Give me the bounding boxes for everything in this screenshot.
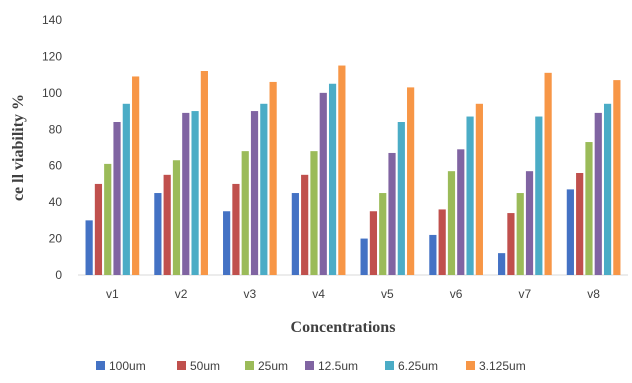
bar [104, 163, 112, 275]
bar [369, 211, 378, 275]
bar [585, 142, 593, 275]
x-tick-label: v1 [106, 287, 119, 301]
legend-swatch [466, 361, 475, 370]
y-tick-label: 0 [55, 268, 62, 282]
bar [232, 183, 240, 275]
x-tick-label: v3 [244, 287, 257, 301]
legend-label: 12.5um [318, 359, 358, 373]
y-axis-ticks: 0 20 40 60 80 100 120 140 [42, 13, 62, 282]
legend-label: 25um [258, 359, 288, 373]
x-axis-title: Concentrations [291, 319, 396, 336]
bar [269, 81, 277, 276]
y-tick-label: 60 [49, 159, 63, 173]
bar [457, 149, 465, 275]
bar [328, 83, 337, 275]
bar [613, 80, 621, 275]
bar [241, 151, 249, 275]
x-tick-label: v7 [519, 287, 532, 301]
bar [163, 174, 171, 275]
bar [172, 160, 181, 275]
bars [85, 65, 621, 276]
legend-label: 6.25um [398, 359, 438, 373]
bar [507, 213, 515, 275]
bar [319, 92, 327, 275]
legend-swatch [305, 361, 314, 370]
x-tick-label: v8 [587, 287, 600, 301]
bar [535, 116, 543, 275]
bar [113, 122, 121, 275]
y-tick-label: 140 [42, 13, 62, 27]
bar [132, 76, 140, 276]
bar [576, 173, 584, 275]
bar [516, 193, 524, 275]
x-tick-label: v6 [450, 287, 463, 301]
y-tick-label: 120 [42, 49, 62, 63]
bar [250, 111, 259, 275]
bar [594, 112, 602, 275]
bar [94, 183, 103, 275]
bar [566, 189, 574, 275]
bar [397, 122, 405, 275]
x-tick-label: v2 [175, 287, 188, 301]
legend-label: 100um [109, 359, 146, 373]
bar [154, 193, 162, 275]
bar [388, 152, 396, 275]
bar [429, 234, 437, 275]
legend-swatch [245, 361, 254, 370]
bar [260, 103, 268, 275]
bar [182, 112, 190, 275]
bar [191, 111, 199, 275]
bar [438, 209, 446, 275]
bar [525, 171, 534, 275]
bar [360, 238, 368, 275]
y-tick-label: 100 [42, 86, 62, 100]
bar [447, 171, 456, 275]
y-axis-title: ce ll viability % [10, 94, 27, 201]
bar [475, 103, 483, 275]
x-tick-label: v5 [381, 287, 394, 301]
legend-swatch [385, 361, 394, 370]
x-axis-ticks: v1 v2 v3 v4 v5 v6 v7 v8 [106, 287, 600, 301]
bar [544, 72, 552, 275]
bar [379, 193, 387, 275]
legend-swatch [177, 361, 186, 370]
bar [407, 87, 415, 275]
y-tick-label: 80 [49, 122, 63, 136]
bar [122, 103, 130, 275]
bar [200, 71, 208, 275]
legend: 100um 50um 25um 12.5um 6.25um 3.125um [96, 359, 526, 373]
bar [338, 65, 346, 275]
bar [291, 193, 299, 275]
bar [223, 211, 231, 275]
legend-swatch [96, 361, 105, 370]
legend-label: 50um [190, 359, 220, 373]
legend-label: 3.125um [479, 359, 526, 373]
y-tick-label: 40 [49, 195, 63, 209]
bar [603, 103, 612, 275]
y-tick-label: 20 [49, 232, 63, 246]
bar [85, 220, 93, 275]
bar [301, 174, 309, 275]
bar [466, 116, 474, 275]
bar [310, 151, 318, 275]
x-tick-label: v4 [312, 287, 325, 301]
bar [498, 253, 506, 275]
